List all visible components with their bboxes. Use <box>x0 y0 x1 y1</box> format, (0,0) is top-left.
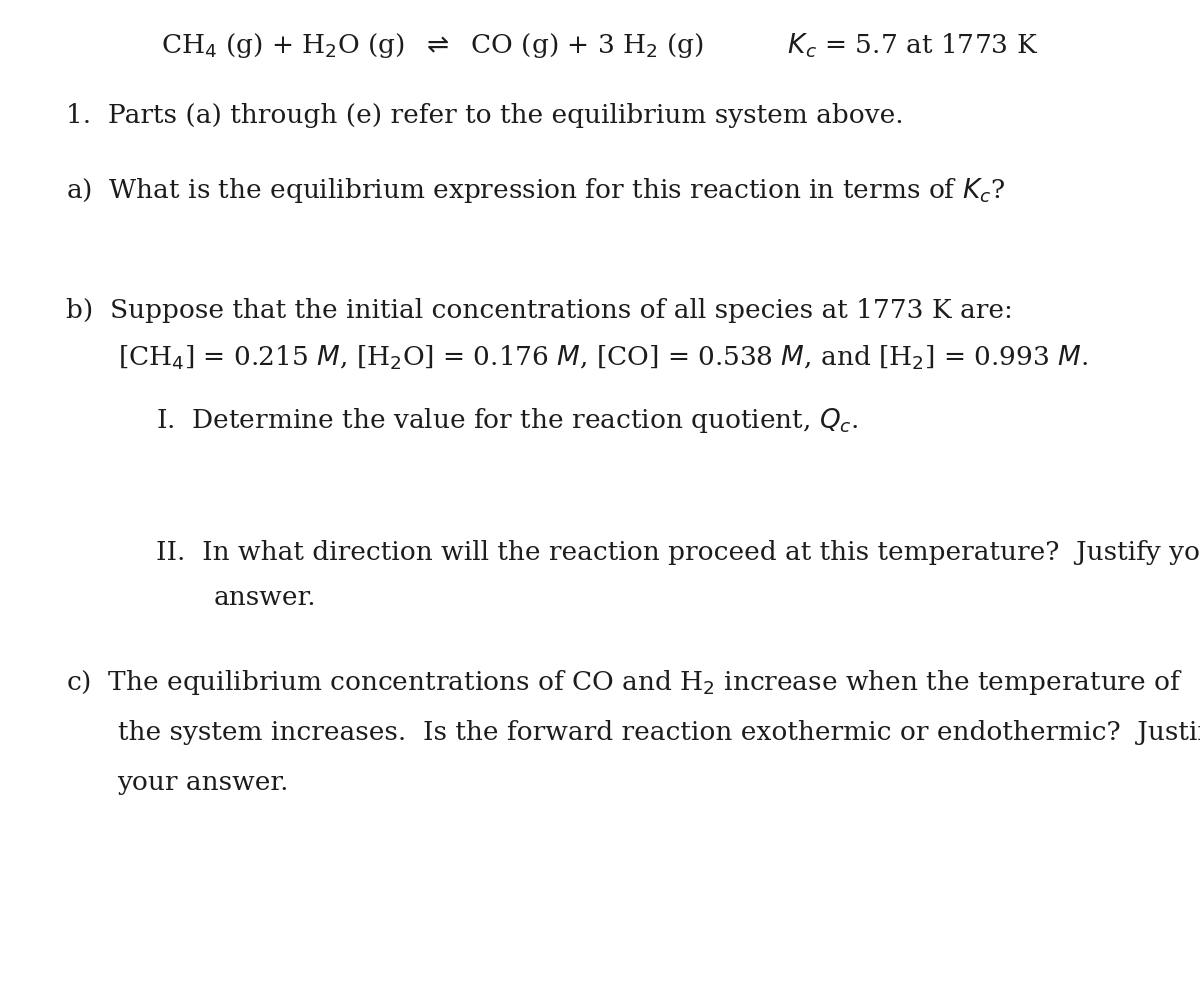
Text: [CH$_4$] = 0.215 $M$, [H$_2$O] = 0.176 $M$, [CO] = 0.538 $M$, and [H$_2$] = 0.99: [CH$_4$] = 0.215 $M$, [H$_2$O] = 0.176 $… <box>118 343 1087 371</box>
Text: c)  The equilibrium concentrations of CO and H$_2$ increase when the temperature: c) The equilibrium concentrations of CO … <box>66 669 1183 697</box>
Text: b)  Suppose that the initial concentrations of all species at 1773 K are:: b) Suppose that the initial concentratio… <box>66 298 1013 322</box>
Text: I.  Determine the value for the reaction quotient, $Q_c$.: I. Determine the value for the reaction … <box>156 406 859 434</box>
Text: 1.  Parts (a) through (e) refer to the equilibrium system above.: 1. Parts (a) through (e) refer to the eq… <box>66 103 904 127</box>
Text: the system increases.  Is the forward reaction exothermic or endothermic?  Justi: the system increases. Is the forward rea… <box>118 721 1200 745</box>
Text: your answer.: your answer. <box>118 771 289 795</box>
Text: answer.: answer. <box>214 586 317 610</box>
Text: CH$_4$ (g) + H$_2$O (g)  $\rightleftharpoons$  CO (g) + 3 H$_2$ (g)          $K_: CH$_4$ (g) + H$_2$O (g) $\rightleftharpo… <box>162 31 1038 59</box>
Text: a)  What is the equilibrium expression for this reaction in terms of $K_c$?: a) What is the equilibrium expression fo… <box>66 176 1006 204</box>
Text: II.  In what direction will the reaction proceed at this temperature?  Justify y: II. In what direction will the reaction … <box>156 541 1200 565</box>
